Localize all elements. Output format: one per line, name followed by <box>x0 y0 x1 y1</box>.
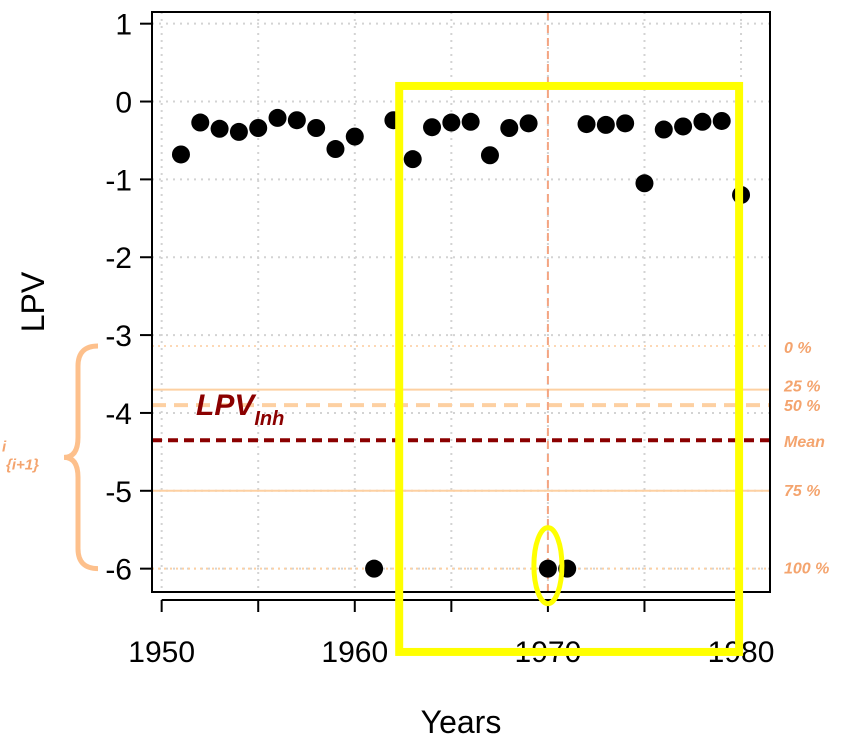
left-brace <box>63 343 99 572</box>
data-point <box>674 117 693 136</box>
data-point <box>519 114 538 133</box>
data-point <box>403 150 422 169</box>
data-point <box>616 114 635 133</box>
grid-lines <box>152 12 770 592</box>
data-point <box>287 111 306 130</box>
data-point <box>210 119 229 138</box>
reference-line-label: Mean <box>784 434 825 451</box>
reference-lines <box>152 12 770 592</box>
data-point <box>654 120 673 139</box>
data-point <box>249 119 268 137</box>
data-point <box>461 112 480 131</box>
data-point <box>500 119 519 137</box>
x-tick-label: 1950 <box>128 636 195 669</box>
data-point <box>326 140 345 159</box>
lpv-inh-label: LPVInh <box>196 389 284 430</box>
plot-frame <box>151 11 771 593</box>
y-tick-label: -2 <box>105 242 132 275</box>
highlight-ellipse <box>531 525 565 607</box>
y-tick-label: -6 <box>105 554 132 587</box>
reference-line-label: 75 % <box>784 483 820 500</box>
data-point <box>693 112 712 131</box>
data-point <box>345 127 364 146</box>
data-point <box>191 113 210 132</box>
data-point <box>423 118 442 137</box>
data-point <box>712 111 731 130</box>
x-axis-title: Years <box>421 704 502 740</box>
reference-line-label: 100 % <box>784 561 829 578</box>
y-tick-label: -5 <box>105 476 132 509</box>
data-point <box>307 119 326 137</box>
brace-label: i <box>2 438 7 455</box>
data-point <box>229 122 248 141</box>
reference-line-label: 25 % <box>783 379 820 396</box>
y-tick-label: -1 <box>105 164 132 197</box>
data-point <box>365 559 384 578</box>
reference-line-label: 0 % <box>784 340 812 357</box>
y-tick-label: 0 <box>115 87 132 120</box>
data-point <box>596 115 615 134</box>
y-tick-label: -3 <box>105 320 132 353</box>
annotations: 0 % 25 % 50 % Mean 75 % 100 % LPVInh i{i+1} <box>2 81 829 656</box>
y-tick-label: 1 <box>115 9 132 42</box>
data-point <box>268 108 287 127</box>
data-point <box>171 145 190 164</box>
data-point <box>480 146 499 165</box>
data-points <box>171 108 751 578</box>
y-axis-title: LPV <box>15 271 51 332</box>
data-point <box>538 559 557 578</box>
data-point <box>577 115 596 134</box>
brace-label: {i+1} <box>6 456 39 473</box>
y-tick-label: -4 <box>105 398 132 431</box>
data-point <box>635 174 654 193</box>
x-tick-label: 1960 <box>321 636 388 669</box>
reference-line-label: 50 % <box>784 398 820 415</box>
data-point <box>442 113 461 132</box>
highlight-box <box>395 81 744 656</box>
